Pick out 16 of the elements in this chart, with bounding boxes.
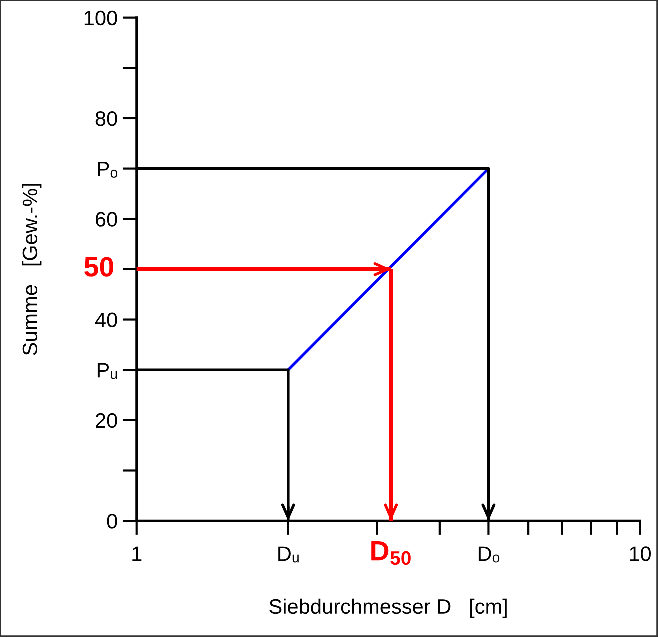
annotation: 50	[84, 257, 114, 277]
y-tick-label: Pᵤ	[98, 363, 118, 380]
y-tick-label: 0	[107, 514, 118, 529]
x-axis-title: Siebdurchmesser D [cm]	[270, 598, 507, 618]
x-tick-label: Dₒ	[478, 546, 500, 563]
y-tick-label: 80	[96, 111, 118, 126]
x-tick-label: 10	[630, 546, 652, 562]
x-tick-label: 1	[132, 546, 142, 562]
y-tick-label: Pₒ	[98, 162, 118, 178]
y-tick-label: 60	[96, 212, 118, 227]
annotation: D$_{50}$	[372, 541, 411, 566]
y-tick-label: 20	[96, 413, 118, 428]
x-tick-label: Dᵤ	[278, 546, 299, 563]
y-tick-label: 100	[84, 10, 118, 26]
y-axis-title: Summe [Gew.-%]	[22, 184, 42, 356]
y-tick-label: 40	[95, 312, 118, 328]
